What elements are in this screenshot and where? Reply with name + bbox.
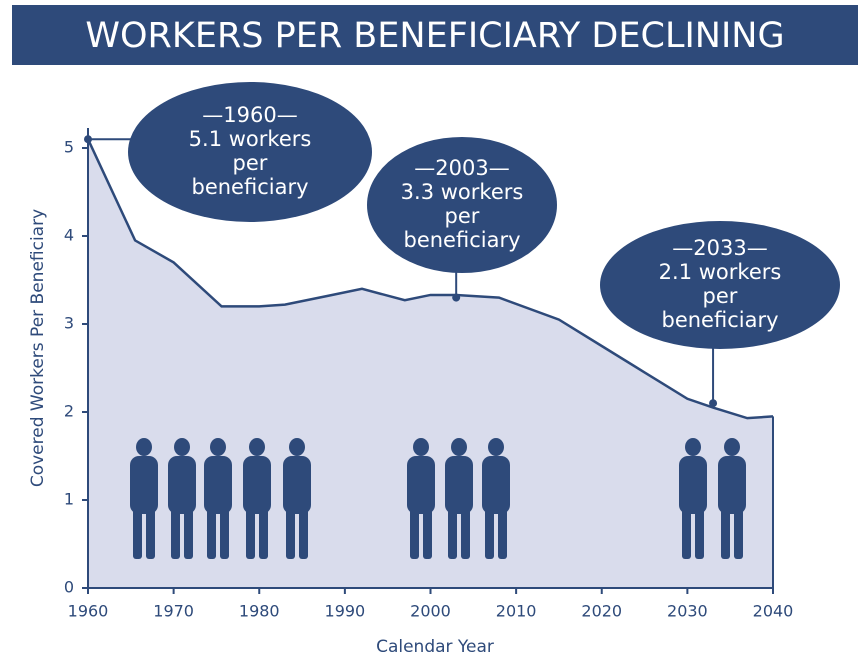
x-tick-label: 1960 <box>68 602 109 621</box>
person-icon <box>204 438 232 559</box>
person-icon <box>243 438 271 559</box>
y-axis-label: Covered Workers Per Beneficiary <box>28 209 48 487</box>
person-icon <box>130 438 158 559</box>
x-tick-label: 2000 <box>410 602 451 621</box>
person-icon <box>283 438 311 559</box>
person-icon <box>445 438 473 559</box>
callout-text: per <box>233 151 268 175</box>
y-tick-label: 5 <box>64 138 74 157</box>
callout-text: beneficiary <box>191 175 308 199</box>
callout-text: —2033— <box>672 236 767 260</box>
x-tick-label: 2010 <box>496 602 537 621</box>
y-tick-label: 0 <box>64 578 74 597</box>
y-tick-label: 2 <box>64 402 74 421</box>
callout-text: per <box>703 284 738 308</box>
y-tick-label: 1 <box>64 490 74 509</box>
callout-text: 5.1 workers <box>189 127 312 151</box>
x-tick-label: 2040 <box>753 602 794 621</box>
callout-bubble <box>367 137 557 273</box>
person-icon <box>407 438 435 559</box>
callout-point <box>709 399 718 408</box>
callout-point <box>452 293 461 302</box>
y-tick-label: 3 <box>64 314 74 333</box>
callout-bubble <box>128 82 372 222</box>
callout-bubble <box>600 221 840 349</box>
x-tick-label: 1990 <box>325 602 366 621</box>
person-icon <box>718 438 746 559</box>
callout-text: —1960— <box>202 103 297 127</box>
y-tick-label: 4 <box>64 226 74 245</box>
chart-title: WORKERS PER BENEFICIARY DECLINING <box>85 16 784 56</box>
title-banner <box>12 5 858 65</box>
person-icon <box>679 438 707 559</box>
x-tick-label: 2020 <box>581 602 622 621</box>
callout-point <box>84 135 92 144</box>
x-tick-label: 1980 <box>239 602 280 621</box>
callout-text: beneficiary <box>403 228 520 252</box>
x-tick-label: 2030 <box>667 602 708 621</box>
person-icon <box>482 438 510 559</box>
callout-text: per <box>445 204 480 228</box>
person-icon <box>168 438 196 559</box>
x-axis-label: Calendar Year <box>376 637 494 657</box>
callout-text: 3.3 workers <box>401 180 524 204</box>
area-line <box>86 138 774 420</box>
callout-text: beneficiary <box>661 308 778 332</box>
x-tick-label: 1970 <box>153 602 194 621</box>
callout-text: —2003— <box>414 156 509 180</box>
callout-text: 2.1 workers <box>659 260 782 284</box>
